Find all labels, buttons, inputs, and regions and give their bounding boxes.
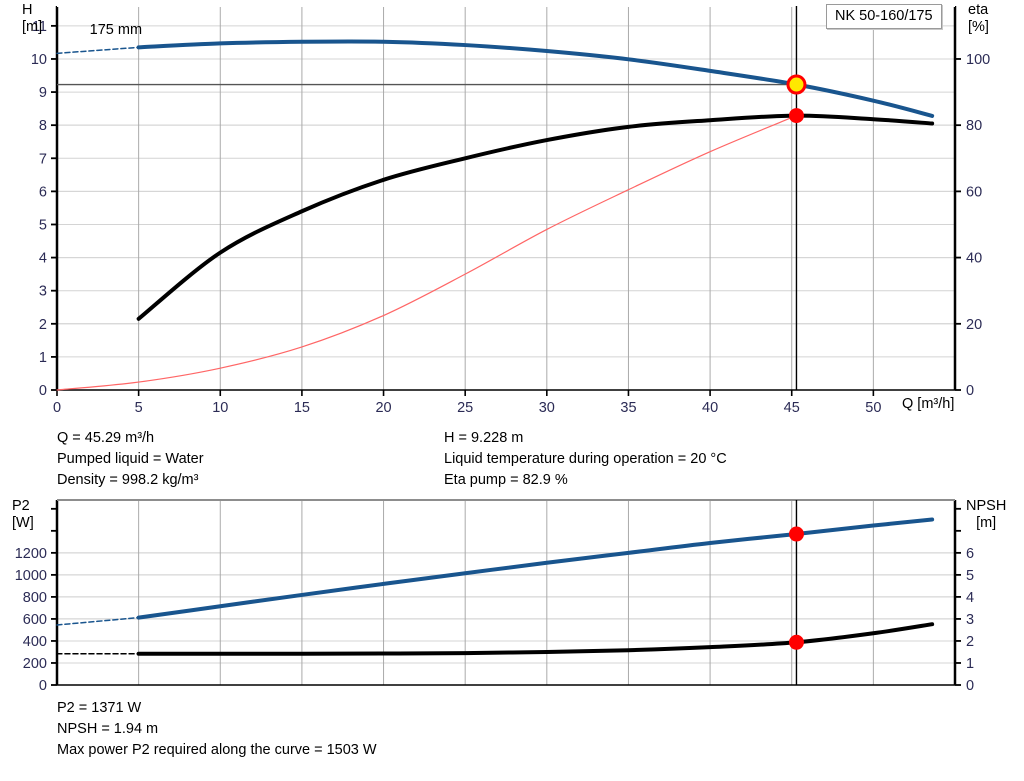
head-eta-chart-right-ticks: 0 20 40 60 80 100 [955,52,990,399]
curve-head-extrapolation [56,46,140,55]
eta-duty-marker-dot [788,108,804,124]
tick-label-right: 6 [966,546,974,562]
power-npsh-chart-gridlines [57,500,955,686]
impeller-size-label: 175 mm [90,22,142,38]
axis-title-power-line1: P2 [12,498,30,514]
axis-title-head: H [m] [22,2,42,36]
power-npsh-chart-plot-background [57,500,955,685]
tick-label-bottom: 50 [865,400,881,416]
curve-eta-pump [56,114,798,391]
axis-title-flow: Q [m³/h] [902,396,955,412]
info-eta-pump: Eta pump = 82.9 % [444,472,568,488]
tick-label-bottom: 15 [294,400,310,416]
tick-label-right: 4 [966,590,974,606]
p2-duty-marker-dot [788,526,804,542]
tick-label-left: 4 [39,251,47,267]
tick-label-left: 7 [39,151,47,167]
tick-label-right: 3 [966,612,974,628]
info-flow: Q = 45.29 m³/h [57,430,155,446]
duty-point-marker[interactable] [786,74,807,95]
curve-p2-extrapolation [56,616,140,626]
duty-info-left: Q = 45.29 m³/h Pumped liquid = Water Den… [57,428,204,491]
power-npsh-chart-right-ticks: 0 1 2 3 4 5 6 [955,507,974,694]
tick-label-left: 8 [39,118,47,134]
tick-label-left: 9 [39,85,47,101]
axis-title-power-line2: [W] [12,515,34,531]
axis-title-eta-line1: eta [968,2,989,18]
pump-model-badge: NK 50-160/175 [826,4,942,29]
head-eta-chart-plot-background [57,6,955,390]
axis-title-head-line2: [m] [22,19,43,35]
tick-label-bottom: 10 [212,400,228,416]
tick-label-bottom: 30 [539,400,555,416]
tick-label-left: 1000 [15,568,47,584]
tick-label-right: 5 [966,568,974,584]
tick-label-left: 600 [23,612,47,628]
tick-label-bottom: 0 [53,400,61,416]
tick-label-right: 20 [966,317,982,333]
tick-label-left: 11 [32,19,47,35]
tick-label-right: 40 [966,251,982,267]
tick-label-right: 0 [966,678,974,694]
tick-label-right: 1 [966,656,974,672]
info-p2: P2 = 1371 W [57,700,142,716]
power-info-left: P2 = 1371 W NPSH = 1.94 m Max power P2 r… [57,698,377,761]
tick-label-left: 400 [23,634,47,650]
axis-title-power: P2 [W] [12,498,34,532]
npsh-duty-marker-dot [788,634,804,650]
head-eta-chart-bottom-ticks: 0 5 10 15 20 25 30 35 40 45 50 [53,390,881,416]
info-max-power: Max power P2 required along the curve = … [57,742,377,758]
tick-label-bottom: 40 [702,400,718,416]
axis-title-npsh-line1: NPSH [966,498,1007,514]
axis-title-eta-line2: [%] [968,19,989,35]
axis-title-eta: eta [%] [968,2,989,36]
axis-title-npsh-line2: [m] [976,515,997,531]
power-npsh-chart: 0 200 400 600 800 1000 1200 0 1 2 3 4 5 6 [15,499,974,694]
tick-label-left: 0 [39,383,47,399]
power-npsh-chart-left-ticks: 0 200 400 600 800 1000 1200 [15,507,57,694]
tick-label-bottom: 25 [457,400,473,416]
tick-label-left: 10 [31,52,47,68]
tick-label-right: 0 [966,383,974,399]
tick-label-left: 6 [39,184,47,200]
head-eta-chart-left-ticks: 0 1 2 3 4 5 6 7 8 9 10 11 [31,19,57,399]
tick-label-right: 60 [966,184,982,200]
info-liquid-temperature: Liquid temperature during operation = 20… [444,451,727,467]
axis-title-npsh: NPSH [m] [966,498,1006,532]
head-eta-chart-markers: 175 mm [90,22,807,124]
axis-title-head-line1: H [22,2,33,18]
tick-label-left: 5 [39,217,47,233]
power-npsh-chart-markers [788,526,804,650]
tick-label-right: 2 [966,634,974,650]
info-density: Density = 998.2 kg/m³ [57,472,199,488]
info-head: H = 9.228 m [444,430,524,446]
tick-label-left: 200 [23,656,47,672]
tick-label-bottom: 35 [620,400,636,416]
duty-info-right: H = 9.228 m Liquid temperature during op… [444,428,727,491]
tick-label-left: 3 [39,284,47,300]
tick-label-right: 80 [966,118,982,134]
tick-label-left: 0 [39,678,47,694]
tick-label-left: 1200 [15,546,47,562]
tick-label-bottom: 20 [375,400,391,416]
info-pumped-liquid: Pumped liquid = Water [57,451,204,467]
tick-label-left: 1 [39,350,47,366]
tick-label-left: 2 [39,317,47,333]
tick-label-bottom: 5 [135,400,143,416]
info-npsh: NPSH = 1.94 m [57,721,159,737]
tick-label-right: 100 [966,52,990,68]
tick-label-bottom: 45 [784,400,800,416]
tick-label-left: 800 [23,590,47,606]
